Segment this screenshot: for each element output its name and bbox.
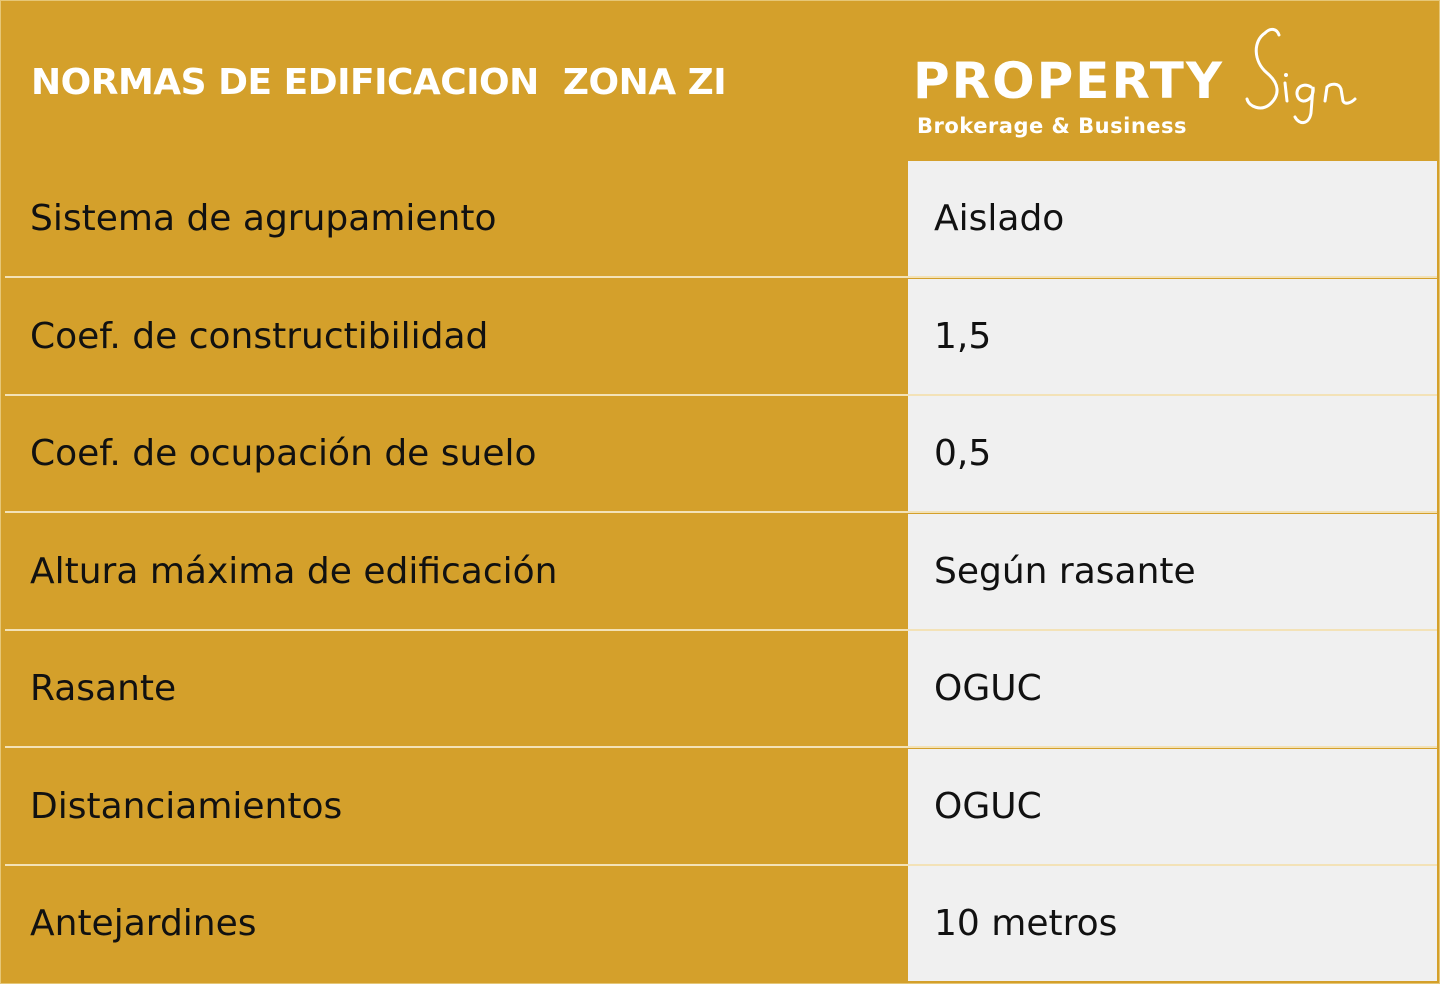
row-value: Según rasante bbox=[908, 513, 1437, 629]
row-label: Antejardines bbox=[5, 866, 905, 981]
table-row: Distanciamientos OGUC bbox=[5, 748, 1437, 866]
row-divider bbox=[5, 628, 1437, 631]
logo-wordmark: PROPERTY bbox=[913, 52, 1225, 110]
table-row: Sistema de agrupamiento Aislado bbox=[5, 161, 1437, 278]
table-header: NORMAS DE EDIFICACION ZONA ZI PROPERTY B… bbox=[5, 5, 1437, 159]
row-label: Sistema de agrupamiento bbox=[5, 161, 905, 276]
logo-tagline: Brokerage & Business bbox=[917, 114, 1188, 138]
table-row: Coef. de ocupación de suelo 0,5 bbox=[5, 396, 1437, 513]
row-value: OGUC bbox=[908, 631, 1437, 746]
row-divider bbox=[5, 393, 1437, 396]
row-value: 0,5 bbox=[908, 396, 1437, 511]
logo-script-sign bbox=[1245, 27, 1357, 124]
table-row: Altura máxima de edificación Según rasan… bbox=[5, 513, 1437, 631]
row-value: 10 metros bbox=[908, 866, 1437, 981]
row-value: Aislado bbox=[908, 161, 1437, 276]
row-value: 1,5 bbox=[908, 278, 1437, 394]
row-divider bbox=[5, 863, 1437, 866]
row-divider bbox=[5, 511, 1437, 513]
row-divider bbox=[5, 276, 1437, 278]
table-row: Coef. de constructibilidad 1,5 bbox=[5, 278, 1437, 396]
page-title: NORMAS DE EDIFICACION ZONA ZI bbox=[31, 62, 727, 103]
row-label: Distanciamientos bbox=[5, 748, 905, 864]
row-value: OGUC bbox=[908, 748, 1437, 864]
table-row: Rasante OGUC bbox=[5, 631, 1437, 748]
row-label: Coef. de ocupación de suelo bbox=[5, 396, 905, 511]
row-label: Altura máxima de edificación bbox=[5, 513, 905, 629]
norms-table: Sistema de agrupamiento Aislado Coef. de… bbox=[5, 161, 1437, 984]
row-label: Coef. de constructibilidad bbox=[5, 278, 905, 394]
table-row: Antejardines 10 metros bbox=[5, 866, 1437, 981]
row-divider bbox=[5, 746, 1437, 748]
property-sign-logo: PROPERTY Brokerage & Business bbox=[913, 21, 1383, 153]
row-label: Rasante bbox=[5, 631, 905, 746]
